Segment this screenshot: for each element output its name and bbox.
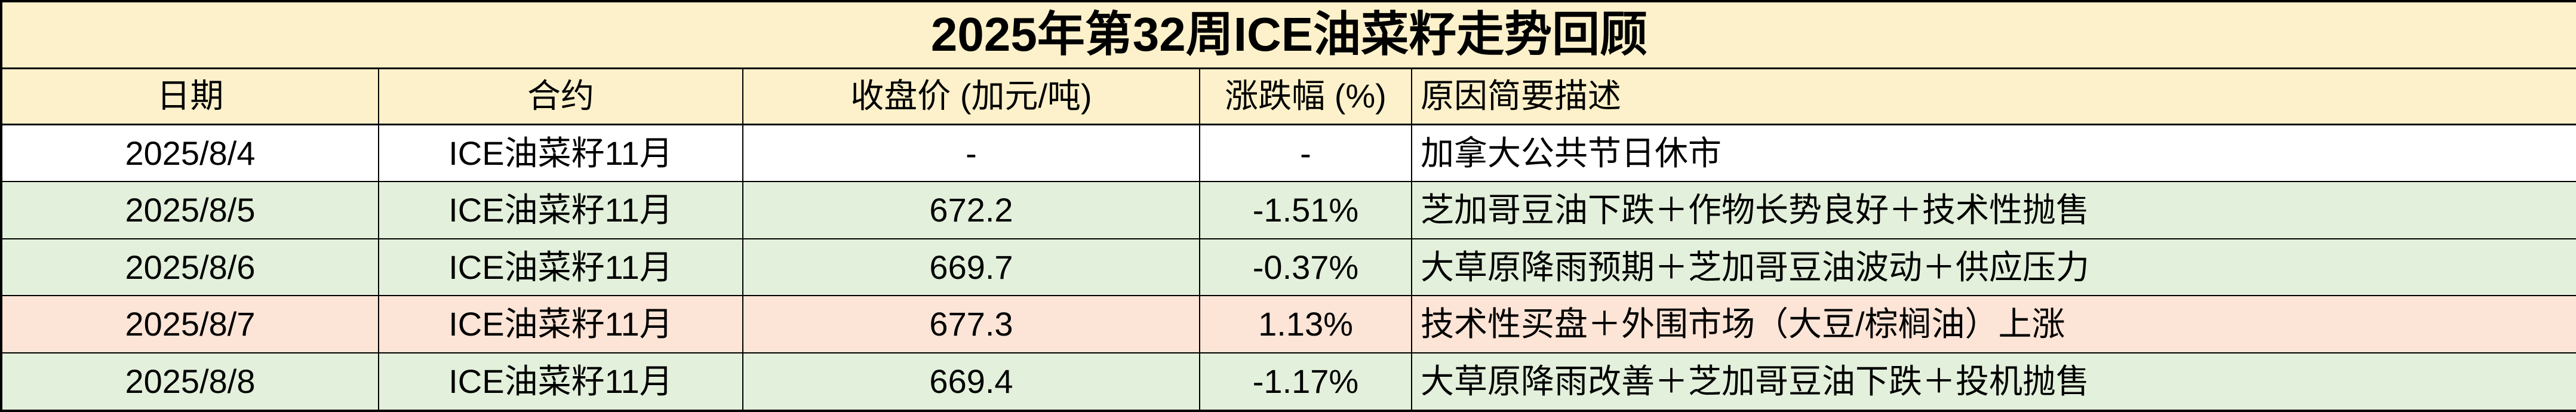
table-row: 2025/8/8 ICE油菜籽11月 669.4 -1.17% 大草原降雨改善＋芝加哥豆… bbox=[1, 352, 2576, 412]
table-title[interactable]: 2025年第32周ICE油菜籽走势回顾 bbox=[0, 1, 2576, 69]
table-row: 2025/8/5 ICE油菜籽11月 672.2 -1.51% 芝加哥豆油下跌＋作物长势… bbox=[1, 181, 2576, 239]
contract-cell[interactable]: ICE油菜籽11月 bbox=[378, 295, 743, 353]
column-header-change[interactable]: 涨跌幅 (%) bbox=[1199, 67, 1412, 125]
title-row: 2025年第32周ICE油菜籽走势回顾 bbox=[0, 1, 2576, 69]
change-cell[interactable]: 1.13% bbox=[1199, 295, 1412, 353]
date-cell[interactable]: 2025/8/8 bbox=[1, 352, 379, 412]
column-header-date[interactable]: 日期 bbox=[1, 67, 379, 125]
contract-cell[interactable]: ICE油菜籽11月 bbox=[378, 181, 743, 239]
table-row: 2025/8/6 ICE油菜籽11月 669.7 -0.37% 大草原降雨预期＋芝加哥豆… bbox=[1, 238, 2576, 297]
change-cell[interactable]: - bbox=[1199, 123, 1412, 183]
column-header-contract[interactable]: 合约 bbox=[378, 67, 743, 125]
date-cell[interactable]: 2025/8/7 bbox=[1, 295, 379, 353]
close-cell[interactable]: 669.7 bbox=[742, 238, 1200, 297]
column-header-reason[interactable]: 原因简要描述 bbox=[1410, 67, 2576, 125]
table-row: 2025/8/7 ICE油菜籽11月 677.3 1.13% 技术性买盘＋外围市场（大豆… bbox=[1, 295, 2576, 353]
change-cell[interactable]: -1.17% bbox=[1199, 352, 1412, 412]
table-row: 2025/8/4 ICE油菜籽11月 - - 加拿大公共节日休市 bbox=[1, 123, 2576, 183]
close-cell[interactable]: 677.3 bbox=[742, 295, 1200, 353]
change-cell[interactable]: -1.51% bbox=[1199, 181, 1412, 239]
reason-cell[interactable]: 技术性买盘＋外围市场（大豆/棕榈油）上涨 bbox=[1410, 295, 2576, 353]
close-cell[interactable]: - bbox=[742, 123, 1200, 183]
reason-cell[interactable]: 大草原降雨预期＋芝加哥豆油波动＋供应压力 bbox=[1410, 238, 2576, 297]
column-header-close[interactable]: 收盘价 (加元/吨) bbox=[742, 67, 1200, 125]
close-cell[interactable]: 669.4 bbox=[742, 352, 1200, 412]
close-cell[interactable]: 672.2 bbox=[742, 181, 1200, 239]
contract-cell[interactable]: ICE油菜籽11月 bbox=[378, 352, 743, 412]
contract-cell[interactable]: ICE油菜籽11月 bbox=[378, 238, 743, 297]
header-row: 日期 合约 收盘价 (加元/吨) 涨跌幅 (%) 原因简要描述 bbox=[1, 67, 2576, 125]
table-body: 2025/8/4 ICE油菜籽11月 - - 加拿大公共节日休市 2025/8/5 ICE油… bbox=[1, 123, 2576, 412]
reason-cell[interactable]: 芝加哥豆油下跌＋作物长势良好＋技术性抛售 bbox=[1410, 181, 2576, 239]
reason-cell[interactable]: 大草原降雨改善＋芝加哥豆油下跌＋投机抛售 bbox=[1410, 352, 2576, 412]
contract-cell[interactable]: ICE油菜籽11月 bbox=[378, 123, 743, 183]
date-cell[interactable]: 2025/8/4 bbox=[1, 123, 379, 183]
change-cell[interactable]: -0.37% bbox=[1199, 238, 1412, 297]
reason-cell[interactable]: 加拿大公共节日休市 bbox=[1410, 123, 2576, 183]
date-cell[interactable]: 2025/8/5 bbox=[1, 181, 379, 239]
date-cell[interactable]: 2025/8/6 bbox=[1, 238, 379, 297]
